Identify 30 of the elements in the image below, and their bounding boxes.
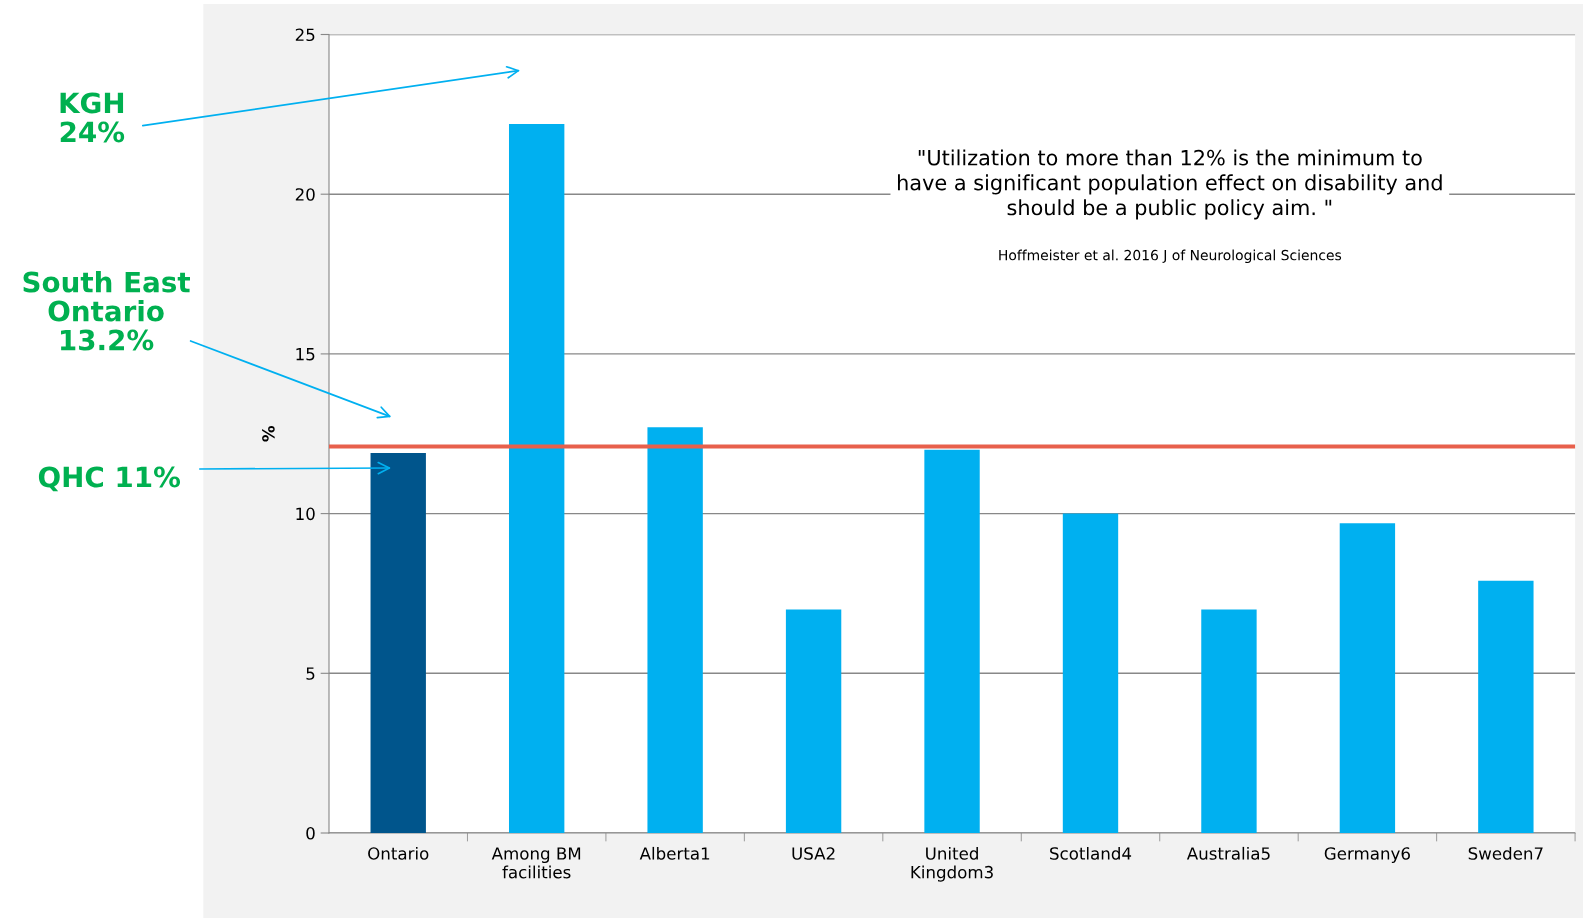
bar — [647, 427, 703, 833]
bar — [370, 452, 426, 833]
x-tick-label: Alberta1 — [639, 846, 710, 860]
bar — [1339, 523, 1396, 833]
y-tick-label: 0 — [306, 826, 315, 840]
x-tick-label: United Kingdom3 — [911, 846, 993, 882]
x-tick-label: USA2 — [792, 847, 835, 860]
x-tick-label: Ontario — [368, 846, 429, 860]
text: KGH 24% — [60, 92, 125, 143]
x-tick-label: Germany6 — [1324, 847, 1410, 864]
bar — [508, 123, 565, 833]
annotation: "Utilization to more than 12% is the minimum to have a significant population effect on disability and should be a public policy aim. " — [898, 149, 1442, 220]
bar — [1062, 513, 1119, 833]
annotation: Hoffmeister et al. 2016 J of Neurological Sciences — [999, 249, 1342, 264]
text: QHC 11% — [38, 466, 181, 492]
x-tick-label: Australia5 — [1186, 846, 1270, 860]
y-tick-label: 10 — [296, 507, 315, 521]
x-tick-label: Scotland4 — [1050, 846, 1132, 860]
y-tick-label: 5 — [306, 667, 315, 680]
y-tick-label: 25 — [295, 28, 315, 42]
x-tick-label: Among BM facilities — [491, 847, 581, 879]
x-tick-label: Sweden7 — [1468, 846, 1543, 860]
y-tick-label: 20 — [295, 188, 315, 201]
y-tick-label: 15 — [296, 348, 315, 361]
text: South East Ontario 13.2% — [23, 271, 190, 351]
bar — [785, 609, 842, 833]
bar — [1478, 580, 1534, 833]
y-axis-title: % — [262, 425, 275, 442]
bar — [1201, 609, 1257, 833]
bar — [924, 449, 980, 833]
